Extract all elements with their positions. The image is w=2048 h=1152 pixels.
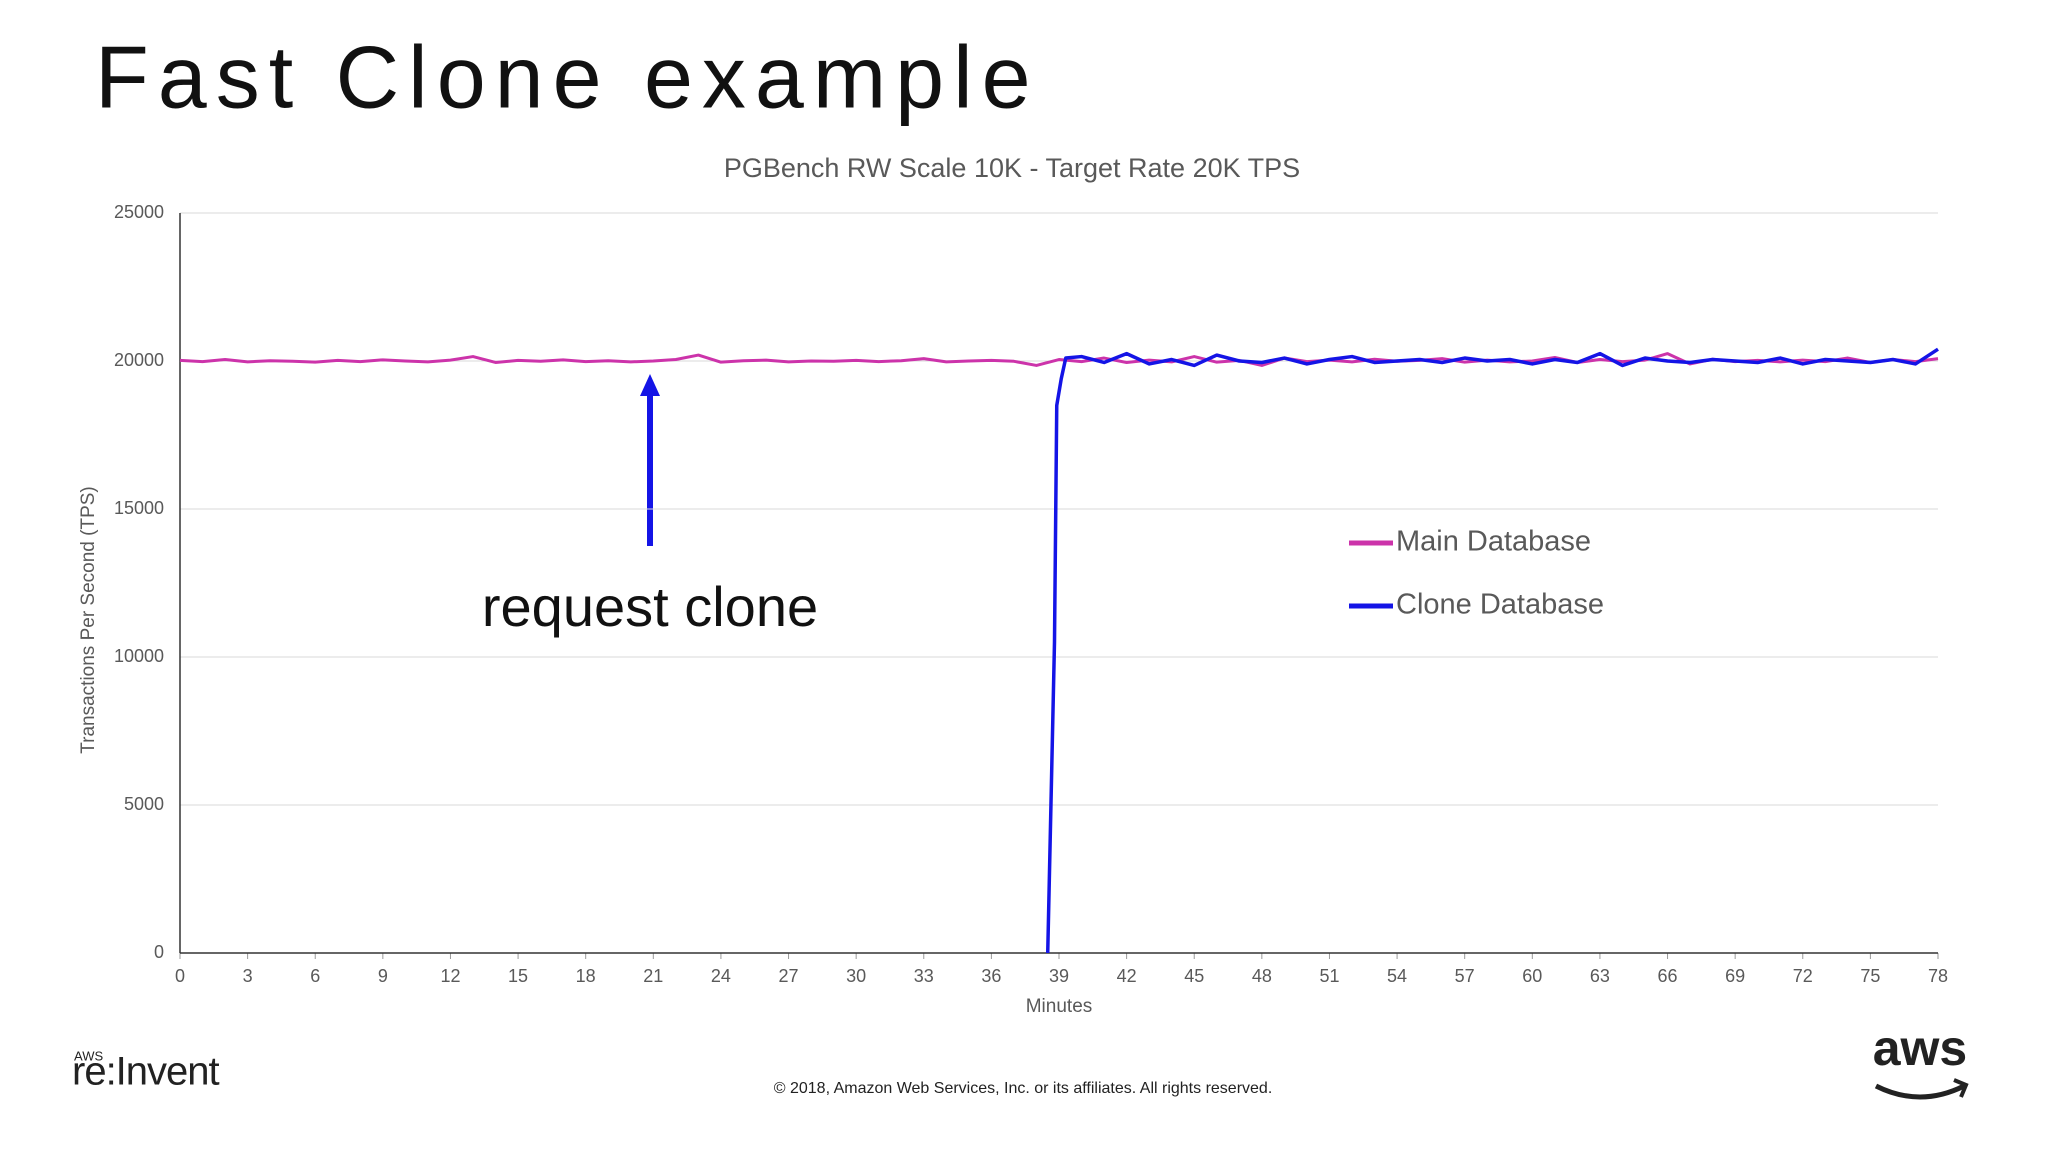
x-tick-label: 9 bbox=[378, 966, 388, 986]
chart-title: PGBench RW Scale 10K - Target Rate 20K T… bbox=[724, 153, 1300, 183]
series-line bbox=[1045, 347, 1939, 954]
x-tick-label: 21 bbox=[643, 966, 663, 986]
legend-label: Clone Database bbox=[1396, 589, 1604, 621]
x-tick-label: 63 bbox=[1590, 966, 1610, 986]
slide-title: Fast Clone example bbox=[95, 27, 1040, 126]
series-line bbox=[179, 352, 1939, 367]
x-tick-label: 42 bbox=[1117, 966, 1137, 986]
x-tick-label: 39 bbox=[1049, 966, 1069, 986]
x-tick-label: 72 bbox=[1793, 966, 1813, 986]
annotation-arrow-head bbox=[640, 374, 660, 396]
annotation: request clone bbox=[482, 575, 818, 638]
x-tick-label: 15 bbox=[508, 966, 528, 986]
x-tick-label: 57 bbox=[1455, 966, 1475, 986]
y-tick-label: 15000 bbox=[114, 498, 164, 518]
legend-label: Main Database bbox=[1396, 526, 1591, 558]
x-tick-label: 78 bbox=[1928, 966, 1948, 986]
x-tick-label: 27 bbox=[779, 966, 799, 986]
x-tick-label: 69 bbox=[1725, 966, 1745, 986]
event-logo: re:Invent bbox=[72, 1050, 220, 1094]
x-tick-label: 12 bbox=[440, 966, 460, 986]
y-tick-label: 5000 bbox=[124, 794, 164, 814]
x-tick-label: 54 bbox=[1387, 966, 1407, 986]
x-tick-label: 60 bbox=[1522, 966, 1542, 986]
y-tick-label: 25000 bbox=[114, 202, 164, 222]
x-tick-label: 24 bbox=[711, 966, 731, 986]
x-tick-label: 0 bbox=[175, 966, 185, 986]
x-tick-label: 75 bbox=[1860, 966, 1880, 986]
event-logo-small: AWS bbox=[74, 1048, 103, 1063]
y-axis-label: Transactions Per Second (TPS) bbox=[78, 486, 99, 754]
x-tick-label: 45 bbox=[1184, 966, 1204, 986]
y-tick-label: 0 bbox=[154, 942, 164, 962]
aws-logo: aws bbox=[1873, 1020, 1968, 1076]
x-tick-label: 33 bbox=[914, 966, 934, 986]
copyright: © 2018, Amazon Web Services, Inc. or its… bbox=[774, 1080, 1273, 1097]
x-tick-label: 3 bbox=[243, 966, 253, 986]
x-axis-label: Minutes bbox=[1026, 996, 1093, 1017]
x-tick-label: 18 bbox=[576, 966, 596, 986]
x-tick-label: 6 bbox=[310, 966, 320, 986]
x-tick-label: 36 bbox=[981, 966, 1001, 986]
aws-logo-arrow bbox=[1953, 1078, 1969, 1098]
x-tick-label: 51 bbox=[1319, 966, 1339, 986]
x-tick-label: 30 bbox=[846, 966, 866, 986]
y-tick-label: 10000 bbox=[114, 646, 164, 666]
aws-logo-smile bbox=[1874, 1083, 1966, 1100]
x-tick-label: 66 bbox=[1658, 966, 1678, 986]
y-tick-label: 20000 bbox=[114, 350, 164, 370]
x-tick-label: 48 bbox=[1252, 966, 1272, 986]
